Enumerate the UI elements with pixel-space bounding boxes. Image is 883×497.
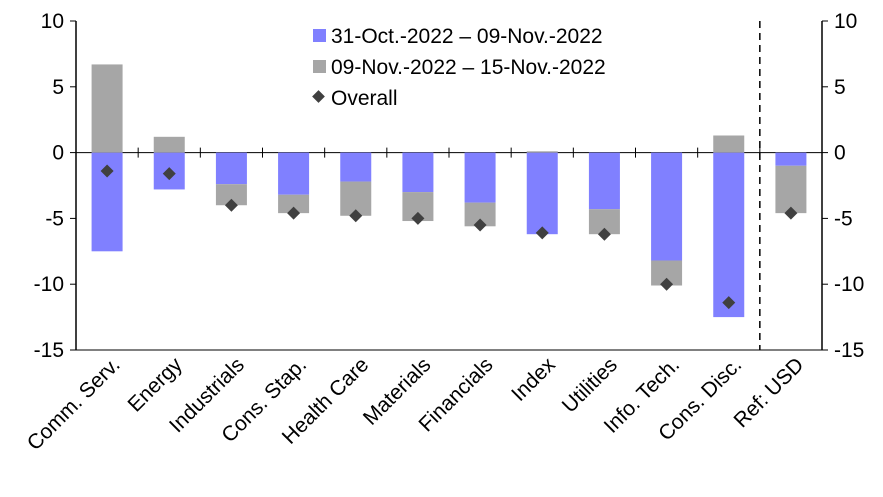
overall-marker: [784, 206, 798, 220]
overall-marker: [100, 164, 114, 178]
bar-period-1: [402, 152, 434, 193]
y-tick-label-right: 5: [834, 76, 846, 99]
bar-period-2: [91, 64, 123, 153]
bar-period-2: [713, 135, 745, 153]
category-label: Index: [507, 353, 560, 406]
bar-period-1: [588, 152, 620, 210]
bar-period-2: [775, 165, 807, 214]
bar-period-1: [775, 152, 807, 166]
legend-label-period-2: 09-Nov.-2022 – 15-Nov.-2022: [331, 56, 606, 79]
y-tick-label-right: -15: [834, 339, 864, 362]
y-tick-label-left: 0: [52, 142, 64, 165]
legend-swatch-overall: [312, 90, 325, 103]
y-tick-label-left: -5: [45, 207, 64, 230]
bar-period-1: [713, 152, 745, 318]
overall-marker: [722, 296, 736, 310]
legend-swatch-period-2: [313, 60, 326, 73]
overall-marker: [660, 277, 674, 291]
overall-markers: [100, 164, 798, 310]
overall-marker: [411, 211, 425, 225]
bar-period-1: [651, 152, 683, 261]
y-tick-label-left: -10: [34, 273, 64, 296]
legend: 31-Oct.-2022 – 09-Nov.-2022 09-Nov.-2022…: [312, 25, 606, 110]
y-tick-label-right: -10: [834, 273, 864, 296]
y-tick-label-left: 10: [41, 10, 64, 33]
bar-period-1: [526, 152, 558, 235]
legend-label-period-1: 31-Oct.-2022 – 09-Nov.-2022: [331, 25, 603, 48]
bars: [91, 64, 807, 318]
bar-period-2: [153, 136, 185, 153]
y-tick-label-right: 10: [834, 10, 857, 33]
overall-marker: [224, 198, 238, 212]
overall-marker: [597, 227, 611, 241]
overall-marker: [287, 206, 301, 220]
y-tick-label-left: -15: [34, 339, 64, 362]
legend-swatch-period-1: [313, 29, 326, 42]
bar-period-2: [526, 151, 558, 153]
bar-period-2: [278, 194, 310, 214]
overall-marker: [473, 218, 487, 232]
category-label: Comm. Serv.: [23, 353, 125, 455]
bar-period-1: [278, 152, 310, 195]
bar-period-2: [215, 184, 247, 206]
legend-label-overall: Overall: [331, 87, 398, 110]
overall-marker: [535, 226, 549, 240]
bar-period-1: [215, 152, 247, 185]
bar-period-2: [464, 202, 496, 227]
y-tick-label-left: 5: [52, 76, 64, 99]
y-tick-label-right: 0: [834, 142, 846, 165]
bar-period-1: [464, 152, 496, 203]
bar-period-1: [340, 152, 372, 182]
overall-marker: [349, 209, 363, 223]
y-tick-label-right: -5: [834, 207, 853, 230]
overall-marker: [162, 167, 176, 181]
